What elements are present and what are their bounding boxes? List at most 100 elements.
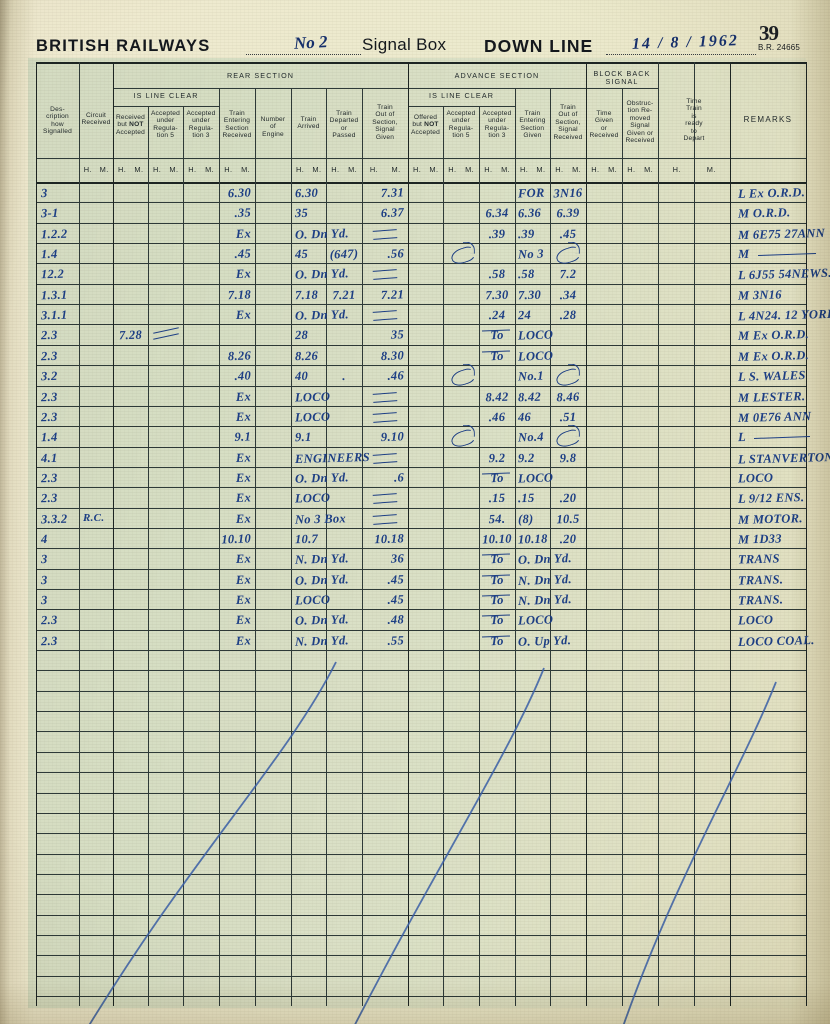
advance-train-entering-section-given-entry: LOCO — [517, 470, 554, 486]
advance-train-entering-section-given-entry: N. Dn Yd. — [517, 592, 573, 608]
remark-underline-stroke — [753, 436, 811, 440]
advance-train-entering-section-given-entry: .39 — [517, 226, 535, 241]
hours-minutes-subheading: H. M. — [484, 165, 511, 174]
hours-minutes-subheading: H. M. — [153, 165, 179, 174]
train-entering-section-received-entry: Ex — [235, 409, 252, 424]
train-entering-section-received-entry: 9.1 — [234, 429, 252, 445]
train-out-of-section-given-entry: 10.18 — [374, 531, 405, 547]
remarks-entry: M O.R.D. — [737, 205, 791, 222]
grid-vertical-rule — [694, 62, 695, 1006]
grid-horizontal-rule — [36, 609, 806, 611]
hours-minutes-subheading: H. M. — [369, 165, 401, 174]
engine-number-entry: (647) — [329, 246, 359, 262]
remarks-entry: LOCO — [737, 470, 774, 486]
grid-horizontal-rule — [36, 812, 806, 814]
advance-train-out-of-section-received-entry: 9.8 — [559, 450, 577, 465]
hours-minutes-subheading: H. M. — [591, 165, 618, 174]
advance-accepted-reg3-entry: 10.10 — [481, 531, 513, 547]
grid-horizontal-rule — [36, 975, 806, 977]
advance-train-out-of-section-received-entry: .51 — [559, 409, 577, 425]
advance-accepted-reg3-entry: .58 — [488, 267, 506, 282]
column-heading: Accepted under Regula-tion 5 — [150, 110, 181, 140]
advance-train-entering-section-given-entry: LOCO — [517, 348, 554, 364]
remarks-entry: L 4N24. 12 YORK. — [737, 306, 830, 324]
train-entering-section-received-entry: 8.26 — [227, 348, 252, 364]
remarks-entry: M MOTOR. — [737, 510, 803, 527]
train-arrived-entry: 7.18 — [294, 287, 319, 303]
grid-horizontal-rule — [36, 385, 806, 387]
column-heading: IS LINE CLEAR — [133, 91, 199, 100]
advance-train-out-of-section-received-entry: 3N16 — [553, 185, 583, 201]
column-heading: Des-cription how Signalled — [43, 106, 72, 136]
grid-vertical-rule — [113, 62, 115, 1006]
grid-horizontal-rule — [36, 507, 806, 509]
train-arrived-entry: ENGINEERS — [294, 449, 371, 466]
hours-minutes-subheading: H. M. — [555, 165, 582, 174]
grid-horizontal-rule — [36, 650, 806, 652]
advance-train-out-of-section-received-entry: .34 — [559, 287, 577, 303]
remarks-entry: M 3N16 — [737, 287, 782, 303]
advance-train-entering-section-given-entry: .58 — [517, 267, 535, 282]
remarks-entry: M 1D33 — [737, 531, 782, 547]
advance-train-out-of-section-received-entry: 8.46 — [556, 389, 580, 404]
grid-horizontal-rule — [36, 202, 806, 204]
remarks-entry: TRANS — [737, 551, 780, 567]
column-heading: ADVANCE SECTION — [454, 71, 540, 80]
train-out-of-section-given-entry: 35 — [390, 327, 405, 343]
train-arrived-entry: N. Dn Yd. — [294, 632, 350, 649]
column-heading: Accepted under Regula-tion 3 — [186, 110, 216, 140]
grid-horizontal-rule — [36, 711, 806, 713]
column-heading: Accepted under Regula-tion 5 — [446, 110, 476, 140]
grid-horizontal-rule — [36, 833, 806, 835]
train-entering-section-received-entry: Ex — [235, 266, 252, 282]
hours-minutes-subheading: H. M. — [224, 165, 251, 174]
remarks-entry: M Ex O.R.D. — [737, 327, 810, 344]
grid-horizontal-rule — [408, 88, 586, 89]
train-arrived-entry: LOCO — [294, 592, 331, 608]
advance-train-entering-section-given-entry: (8) — [517, 511, 534, 526]
grid-horizontal-rule — [36, 344, 806, 346]
train-departed-entry: 7.21 — [332, 287, 356, 303]
hours-minutes-subheading: H. M. — [627, 165, 654, 174]
remarks-entry: M 0E76 ANN — [737, 408, 812, 425]
bell-code-entry: 3.1.1 — [40, 307, 68, 323]
train-out-of-section-given-entry: .45 — [387, 592, 405, 607]
advance-train-out-of-section-received-entry: 6.39 — [556, 205, 580, 221]
remarks-entry: M — [737, 246, 750, 262]
date-dotted-rule — [606, 54, 756, 55]
grid-vertical-rule — [806, 62, 808, 1006]
grid-horizontal-rule — [36, 914, 806, 916]
grid-vertical-rule — [255, 88, 256, 1006]
train-out-of-section-given-entry: .45 — [387, 571, 405, 587]
grid-horizontal-rule — [36, 283, 806, 285]
train-entering-section-received-entry: .45 — [234, 246, 252, 262]
train-out-of-section-given-entry: .48 — [387, 612, 405, 628]
advance-train-entering-section-given-entry: 6.36 — [517, 205, 542, 221]
remarks-entry: M Ex O.R.D. — [737, 347, 810, 364]
remarks-entry: M LESTER. — [737, 388, 806, 405]
advance-train-entering-section-given-entry: 24 — [517, 307, 532, 323]
train-departed-entry: . — [342, 369, 346, 384]
advance-train-entering-section-given-entry: 9.2 — [517, 450, 535, 465]
grid-horizontal-rule — [36, 365, 806, 367]
hours-minutes-subheading: H. M. — [118, 165, 144, 174]
advance-train-entering-section-given-entry: No 3 — [517, 246, 545, 262]
train-arrived-entry: O. Dn Yd. — [294, 571, 350, 588]
train-entering-section-received-entry: Ex — [235, 633, 252, 648]
advance-train-entering-section-given-entry: LOCO — [517, 612, 554, 628]
box-number-dotted-rule — [246, 54, 361, 55]
hours-minutes-subheading: H. M. — [188, 165, 215, 174]
grid-vertical-rule — [550, 88, 551, 1006]
train-arrived-entry: LOCO — [294, 389, 331, 404]
grid-horizontal-rule — [36, 466, 806, 468]
grid-horizontal-rule — [36, 894, 806, 896]
remarks-entry: L S. WALES — [737, 368, 806, 385]
column-heading: IS LINE CLEAR — [428, 91, 495, 100]
grid-horizontal-rule — [36, 690, 806, 692]
advance-accepted-reg3-entry: .46 — [488, 409, 506, 425]
column-heading: Circuit Received — [81, 112, 111, 127]
line-direction-title: DOWN LINE — [484, 36, 594, 56]
grid-vertical-rule — [658, 62, 659, 1006]
train-entering-section-received-entry: Ex — [235, 551, 252, 567]
grid-horizontal-rule — [36, 955, 806, 957]
